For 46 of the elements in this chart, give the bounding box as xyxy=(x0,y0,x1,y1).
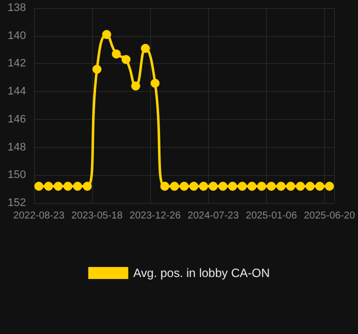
point xyxy=(247,182,256,191)
y-tick-label: 146 xyxy=(8,113,26,126)
point xyxy=(306,182,315,191)
point xyxy=(218,182,228,191)
x-tick-label: 2023-05-18 xyxy=(71,210,123,222)
point xyxy=(92,64,102,74)
point xyxy=(140,44,150,53)
legend-label: Avg. pos. in lobby CA-ON xyxy=(133,266,270,280)
point xyxy=(34,182,44,191)
point xyxy=(296,182,305,191)
point xyxy=(160,182,170,191)
y-tick-label: 142 xyxy=(8,58,26,70)
point xyxy=(324,182,334,191)
point xyxy=(112,49,121,58)
point xyxy=(276,182,286,191)
point xyxy=(180,182,189,191)
point xyxy=(44,182,54,191)
point xyxy=(266,182,276,191)
x-tick-label: 2025-01-06 xyxy=(246,210,298,222)
y-tick-label: 152 xyxy=(8,197,26,209)
point xyxy=(189,182,198,191)
point xyxy=(286,182,296,191)
point xyxy=(131,82,140,90)
y-tick-label: 150 xyxy=(8,169,26,182)
x-tick-label: 2025-06-20 xyxy=(304,210,356,222)
y-tick-label: 148 xyxy=(8,141,26,154)
y-tick-label: 144 xyxy=(8,86,26,98)
point xyxy=(257,182,266,191)
point xyxy=(54,182,63,191)
point xyxy=(63,182,72,191)
y-tick-label: 140 xyxy=(8,30,26,42)
point xyxy=(228,182,238,191)
point xyxy=(315,182,324,191)
point xyxy=(208,182,218,191)
x-tick-label: 2022-08-23 xyxy=(13,210,65,222)
point xyxy=(102,30,112,39)
x-tick-label: 2023-12-26 xyxy=(130,210,182,222)
x-tick-label: 2024-07-23 xyxy=(188,210,240,222)
point xyxy=(82,182,92,191)
point xyxy=(238,182,247,191)
y-tick-label: 138 xyxy=(8,2,26,14)
point xyxy=(150,78,160,88)
point xyxy=(170,182,179,191)
point xyxy=(199,182,208,191)
point xyxy=(122,55,131,64)
point xyxy=(73,182,82,191)
